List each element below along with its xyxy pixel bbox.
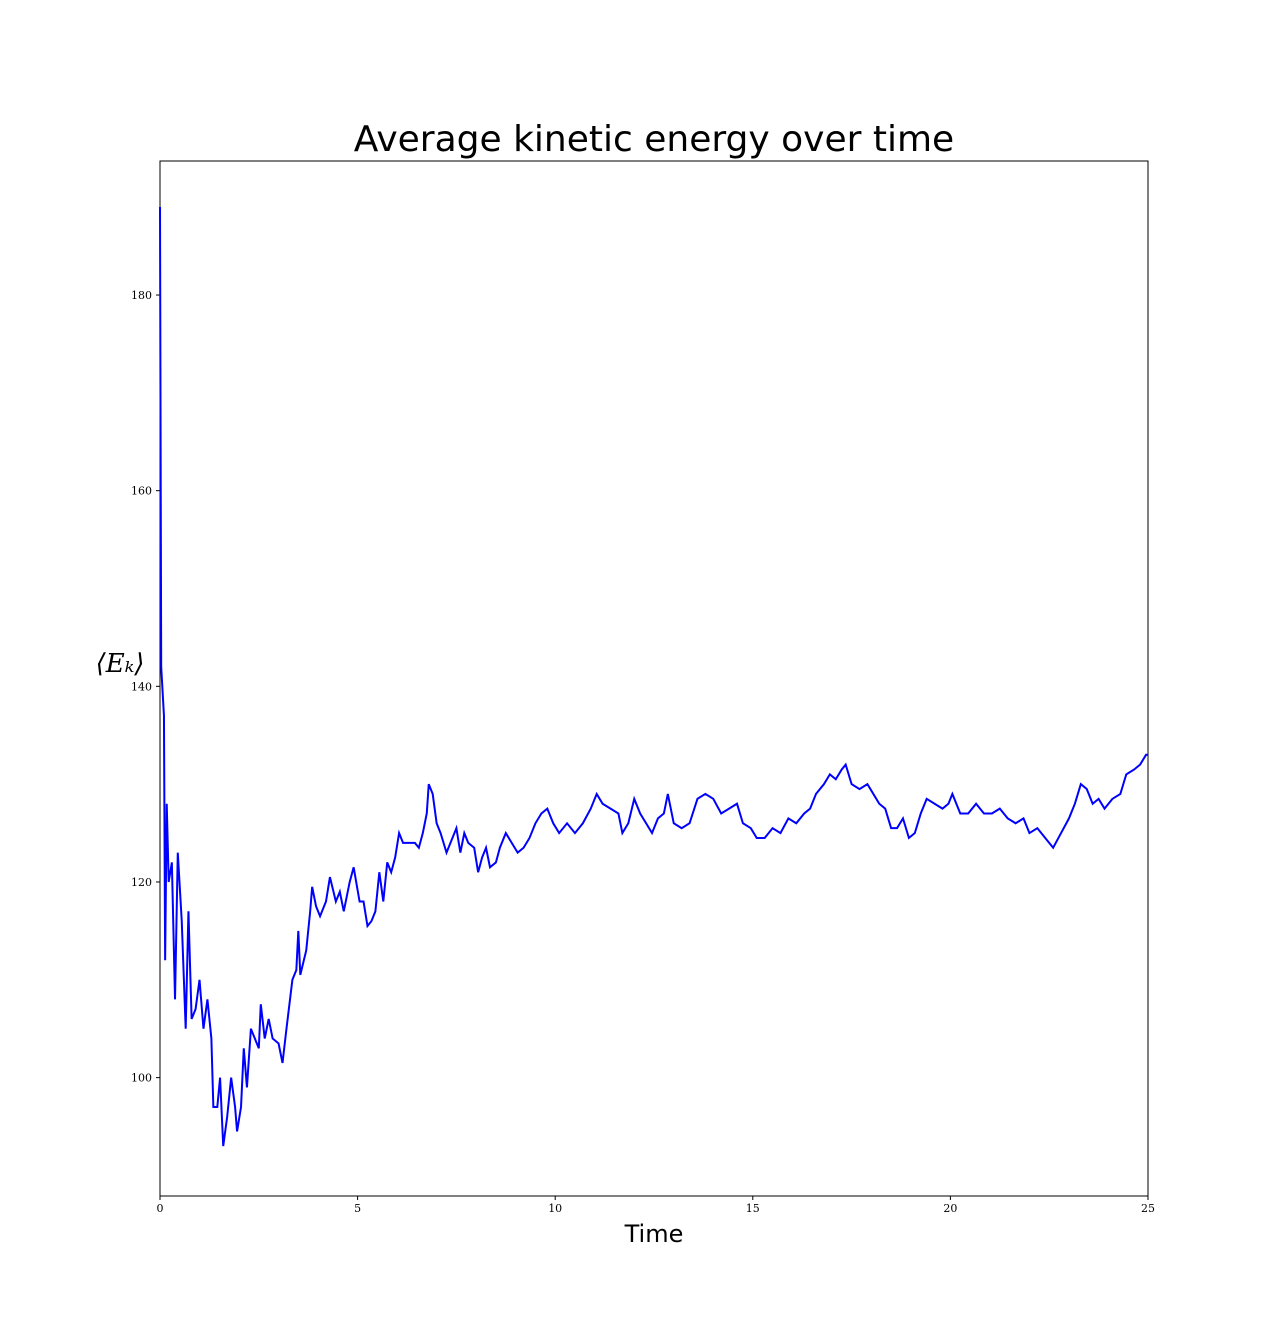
x-tick-label: 15 bbox=[746, 1202, 760, 1215]
y-tick-label: 140 bbox=[131, 680, 152, 693]
y-tick-label: 100 bbox=[131, 1072, 152, 1085]
y-tick-label: 160 bbox=[131, 485, 152, 498]
chart-title: Average kinetic energy over time bbox=[354, 119, 954, 160]
x-tick-label: 5 bbox=[354, 1202, 361, 1215]
x-axis-label: Time bbox=[624, 1220, 684, 1248]
x-tick-label: 25 bbox=[1141, 1202, 1155, 1215]
plot-frame bbox=[159, 160, 1149, 1197]
y-tick-label: 120 bbox=[131, 876, 152, 889]
data-line bbox=[159, 206, 1148, 1147]
y-axis-label: ⟨Eₖ⟩ bbox=[96, 649, 145, 679]
x-tick-label: 10 bbox=[548, 1202, 562, 1215]
x-tick-label: 0 bbox=[157, 1202, 164, 1215]
y-tick-label: 180 bbox=[131, 289, 152, 302]
x-tick-label: 20 bbox=[943, 1202, 957, 1215]
